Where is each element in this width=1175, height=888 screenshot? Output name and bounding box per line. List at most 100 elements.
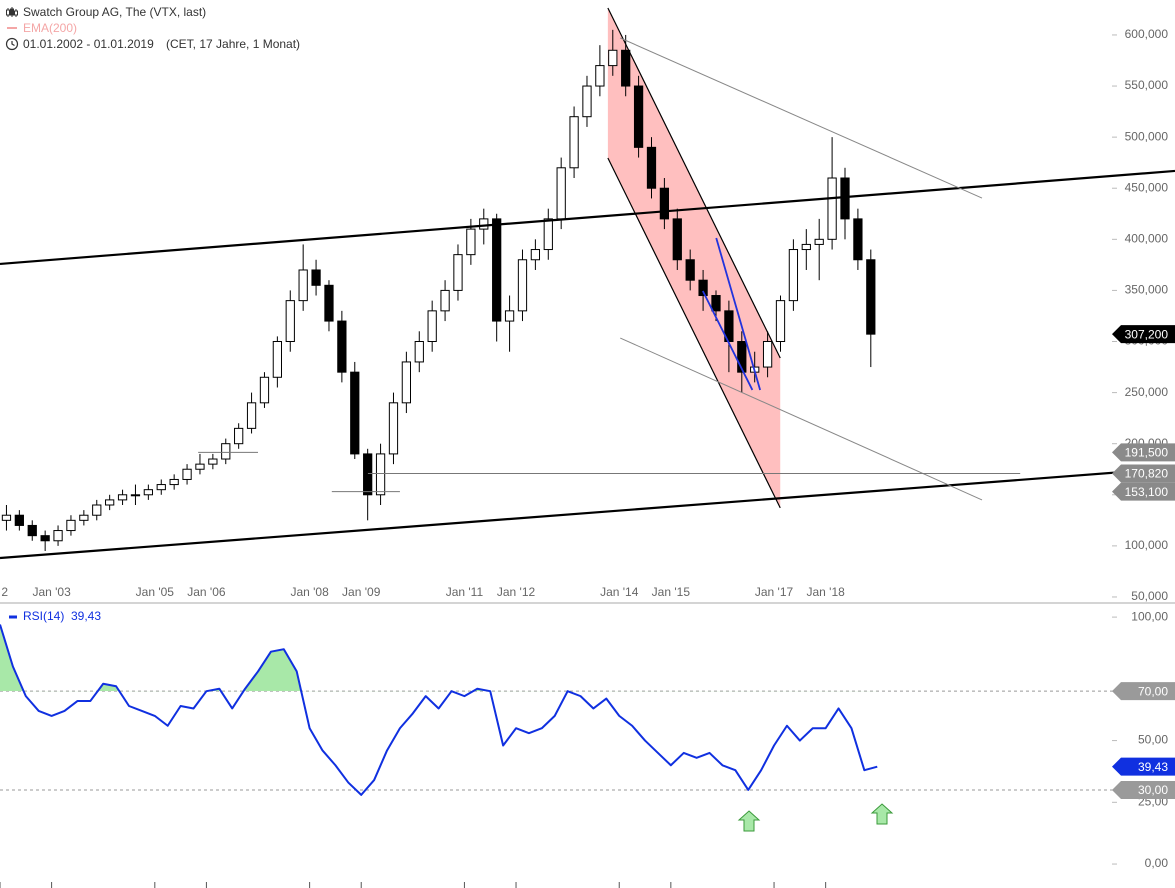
candle-body	[427, 310, 437, 343]
candle-body	[208, 458, 218, 465]
rsi-level-marker	[1112, 682, 1175, 701]
y-tick-label: 50,000	[1131, 589, 1168, 603]
channel-edge	[702, 290, 754, 391]
candle-body	[504, 310, 515, 322]
candle-body	[840, 177, 850, 220]
price-marker-label: 307,200	[1125, 327, 1169, 341]
price-marker-label: 170,820	[1125, 467, 1169, 481]
candle-body	[105, 499, 115, 506]
candle-body	[143, 489, 153, 496]
candle-body	[130, 494, 141, 497]
marks-layer	[0, 29, 878, 796]
candle-body	[453, 254, 463, 291]
candle-body	[285, 300, 295, 343]
candle-body	[221, 443, 231, 460]
x-tick-label: Jan '03	[32, 585, 71, 599]
candle-body	[311, 269, 321, 286]
candle-body	[92, 504, 102, 516]
candle-body	[375, 453, 386, 496]
rsi-y-tick-label: 100,00	[1131, 609, 1168, 623]
candle-body	[543, 218, 553, 251]
candle-body	[53, 530, 63, 542]
candle-body	[363, 453, 373, 496]
rsi-level-marker	[1112, 780, 1175, 799]
rsi-level-marker-label: 30,00	[1138, 783, 1168, 797]
candle-body	[324, 284, 334, 322]
candle-body	[762, 341, 773, 368]
candle-body	[737, 341, 747, 373]
price-marker	[1112, 443, 1175, 462]
candle-body	[556, 167, 566, 220]
channel-edge	[607, 7, 781, 359]
y-tick-label: 250,000	[1125, 385, 1169, 399]
candle-body	[698, 279, 708, 297]
x-tick-label: Jan '15	[652, 585, 691, 599]
candle-body	[711, 295, 721, 312]
x-tick-label: Jan '08	[290, 585, 329, 599]
y-tick-label: 450,000	[1125, 180, 1169, 194]
overbought-fill	[0, 624, 491, 692]
chart-title: Swatch Group AG, The (VTX, last)	[23, 5, 206, 19]
x-tick-label: Jan '05	[136, 585, 175, 599]
candle-body	[14, 514, 24, 526]
rsi-level-marker-label: 70,00	[1138, 684, 1168, 698]
candle-body	[595, 65, 605, 87]
price-marker-label: 153,100	[1125, 485, 1169, 499]
channel-edge	[715, 237, 761, 391]
trendline	[620, 37, 983, 199]
candle-body	[621, 49, 631, 87]
x-tick-label: 2	[1, 585, 8, 599]
candle-body	[492, 218, 502, 322]
candle-body	[401, 361, 412, 404]
buy-arrow	[870, 803, 894, 825]
buy-arrow	[737, 810, 761, 832]
rsi-legend-name: RSI(14)	[23, 609, 64, 623]
candle-body	[66, 519, 76, 532]
candle-body	[156, 484, 166, 491]
period: 01.01.2002 - 01.01.2019	[23, 37, 154, 51]
rsi-legend-value: 39,43	[71, 609, 101, 623]
candle-body	[801, 243, 811, 251]
candle-body	[582, 85, 592, 118]
candle-body	[569, 116, 579, 169]
price-marker	[1112, 464, 1175, 483]
x-tick-label: Jan '11	[446, 585, 484, 599]
trendline	[0, 169, 1175, 266]
candle-body	[259, 376, 270, 404]
x-tick-label: Jan '06	[187, 585, 226, 599]
candle-body	[685, 259, 695, 281]
candle-body	[1, 514, 12, 521]
candle-body	[530, 249, 541, 261]
candle-body	[298, 269, 308, 302]
candle-body	[853, 218, 863, 261]
candle-body	[646, 146, 657, 189]
candle-body	[169, 478, 179, 486]
x-tick-label: Jan '18	[806, 585, 845, 599]
candle-body	[672, 218, 682, 261]
candle-body	[440, 289, 450, 312]
candle-body	[814, 238, 824, 245]
candle-body	[388, 402, 399, 455]
rsi-last-marker	[1112, 757, 1175, 776]
candle-body	[272, 341, 282, 378]
x-tick-label: Jan '12	[497, 585, 536, 599]
price-marker	[1112, 482, 1175, 501]
y-tick-label: 550,000	[1125, 78, 1169, 92]
y-tick-label: 400,000	[1125, 231, 1169, 245]
candle-body	[788, 249, 799, 302]
price-marker-label: 191,500	[1125, 446, 1169, 460]
channel-edge	[607, 157, 781, 509]
price-marker	[1112, 325, 1175, 344]
header-icons	[5, 7, 19, 51]
candle-body	[337, 320, 347, 373]
y-tick-label: 600,000	[1125, 27, 1169, 41]
candle-body	[608, 49, 618, 67]
indicator-legend: EMA(200)	[23, 21, 77, 35]
candle-body	[633, 85, 644, 148]
candle-body	[350, 371, 360, 455]
channel	[607, 7, 781, 508]
candle-body	[117, 494, 128, 501]
